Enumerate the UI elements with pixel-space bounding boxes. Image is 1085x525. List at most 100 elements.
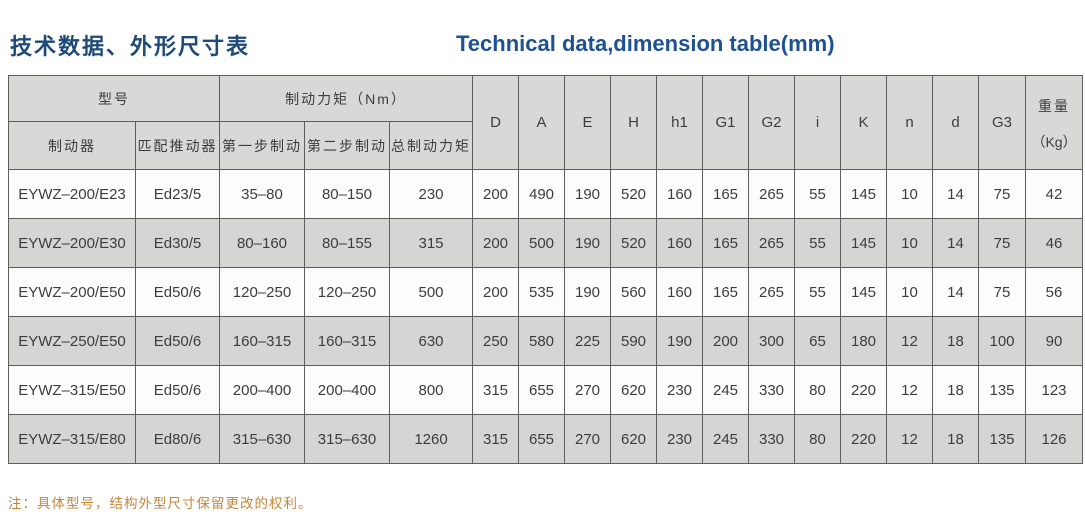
cell-dim-H: 520 [610, 218, 658, 268]
cell-dim-h1: 160 [656, 267, 704, 317]
header-dim-A: A [518, 75, 566, 170]
cell-step1-torque: 315–630 [219, 414, 305, 464]
cell-step1-torque: 160–315 [219, 316, 305, 366]
cell-step2-torque: 315–630 [304, 414, 390, 464]
cell-weight: 90 [1025, 316, 1084, 366]
cell-dim-E: 190 [564, 218, 612, 268]
cell-thruster: Ed23/5 [135, 169, 220, 219]
cell-dim-G3: 135 [978, 414, 1027, 464]
cell-dim-K: 145 [840, 267, 888, 317]
cell-dim-A: 500 [518, 218, 566, 268]
cell-dim-G2: 300 [748, 316, 796, 366]
cell-dim-D: 200 [472, 218, 520, 268]
header-dim-G3: G3 [978, 75, 1027, 170]
cell-dim-G1: 165 [702, 169, 750, 219]
cell-dim-i: 65 [794, 316, 842, 366]
cell-dim-A: 580 [518, 316, 566, 366]
cell-dim-E: 190 [564, 169, 612, 219]
cell-dim-G2: 330 [748, 365, 796, 415]
cell-dim-D: 250 [472, 316, 520, 366]
header-weight-label: 重量 [1038, 97, 1071, 114]
cell-dim-d: 14 [932, 169, 980, 219]
cell-brake-model: EYWZ–315/E50 [8, 365, 136, 415]
cell-thruster: Ed80/6 [135, 414, 220, 464]
cell-dim-H: 590 [610, 316, 658, 366]
cell-total-torque: 315 [388, 218, 474, 268]
page-title-chinese: 技术数据、外形尺寸表 [10, 35, 251, 60]
header-dim-h1: h1 [656, 75, 704, 170]
cell-dim-h1: 230 [656, 365, 704, 415]
cell-dim-G3: 75 [978, 267, 1027, 317]
table-row: EYWZ–315/E50 Ed50/6 200–400 200–400 800 … [8, 365, 1084, 415]
header-dim-D: D [472, 75, 520, 170]
header-torque-group: 制动力矩（Nm） [218, 75, 474, 122]
cell-dim-n: 10 [886, 169, 934, 219]
header-model-group: 型号 [8, 75, 220, 122]
cell-dim-G2: 265 [748, 267, 796, 317]
cell-step2-torque: 160–315 [304, 316, 390, 366]
cell-brake-model: EYWZ–200/E23 [8, 169, 136, 219]
cell-dim-d: 14 [932, 267, 980, 317]
cell-dim-G1: 200 [702, 316, 750, 366]
cell-thruster: Ed50/6 [135, 365, 220, 415]
header-brake: 制动器 [8, 121, 136, 170]
cell-dim-G1: 165 [702, 267, 750, 317]
cell-step2-torque: 200–400 [304, 365, 390, 415]
cell-dim-n: 12 [886, 365, 934, 415]
header-thruster: 匹配推动器 [135, 121, 220, 170]
cell-weight: 42 [1025, 169, 1084, 219]
cell-thruster: Ed50/6 [135, 316, 220, 366]
cell-dim-K: 180 [840, 316, 888, 366]
cell-thruster: Ed30/5 [135, 218, 220, 268]
cell-total-torque: 630 [388, 316, 474, 366]
cell-dim-D: 315 [472, 365, 520, 415]
cell-dim-G3: 135 [978, 365, 1027, 415]
cell-dim-A: 535 [518, 267, 566, 317]
cell-dim-n: 10 [886, 218, 934, 268]
cell-thruster: Ed50/6 [135, 267, 220, 317]
cell-dim-E: 270 [564, 414, 612, 464]
cell-dim-H: 620 [610, 365, 658, 415]
cell-dim-G1: 165 [702, 218, 750, 268]
header-row-groups: 型号 制动力矩（Nm） D A E H h1 G1 G2 i K n d G3 … [8, 75, 1084, 170]
header-step2: 第二步制动 [304, 121, 390, 170]
cell-dim-G3: 100 [978, 316, 1027, 366]
cell-weight: 56 [1025, 267, 1084, 317]
cell-dim-G2: 330 [748, 414, 796, 464]
header-dim-E: E [564, 75, 612, 170]
cell-dim-D: 200 [472, 267, 520, 317]
header-dim-H: H [610, 75, 658, 170]
footer-note: 注：具体型号，结构外型尺寸保留更改的权利。 [8, 496, 313, 512]
cell-dim-E: 270 [564, 365, 612, 415]
cell-dim-d: 14 [932, 218, 980, 268]
cell-dim-G2: 265 [748, 218, 796, 268]
cell-weight: 46 [1025, 218, 1084, 268]
cell-dim-n: 12 [886, 316, 934, 366]
cell-dim-n: 12 [886, 414, 934, 464]
cell-weight: 123 [1025, 365, 1084, 415]
cell-dim-i: 55 [794, 267, 842, 317]
header-dim-i: i [794, 75, 842, 170]
header-dim-G2: G2 [748, 75, 796, 170]
cell-step2-torque: 120–250 [304, 267, 390, 317]
cell-dim-E: 190 [564, 267, 612, 317]
header-dim-d: d [932, 75, 980, 170]
cell-dim-A: 655 [518, 414, 566, 464]
cell-dim-E: 225 [564, 316, 612, 366]
cell-brake-model: EYWZ–200/E30 [8, 218, 136, 268]
cell-dim-K: 145 [840, 169, 888, 219]
cell-step2-torque: 80–150 [304, 169, 390, 219]
cell-dim-i: 55 [794, 218, 842, 268]
cell-total-torque: 500 [388, 267, 474, 317]
table-row: EYWZ–200/E50 Ed50/6 120–250 120–250 500 … [8, 267, 1084, 317]
cell-dim-G1: 245 [702, 414, 750, 464]
cell-dim-H: 520 [610, 169, 658, 219]
cell-dim-D: 200 [472, 169, 520, 219]
header-dim-K: K [840, 75, 888, 170]
cell-total-torque: 230 [388, 169, 474, 219]
cell-dim-h1: 160 [656, 169, 704, 219]
cell-dim-h1: 160 [656, 218, 704, 268]
cell-step1-torque: 200–400 [219, 365, 305, 415]
cell-brake-model: EYWZ–250/E50 [8, 316, 136, 366]
